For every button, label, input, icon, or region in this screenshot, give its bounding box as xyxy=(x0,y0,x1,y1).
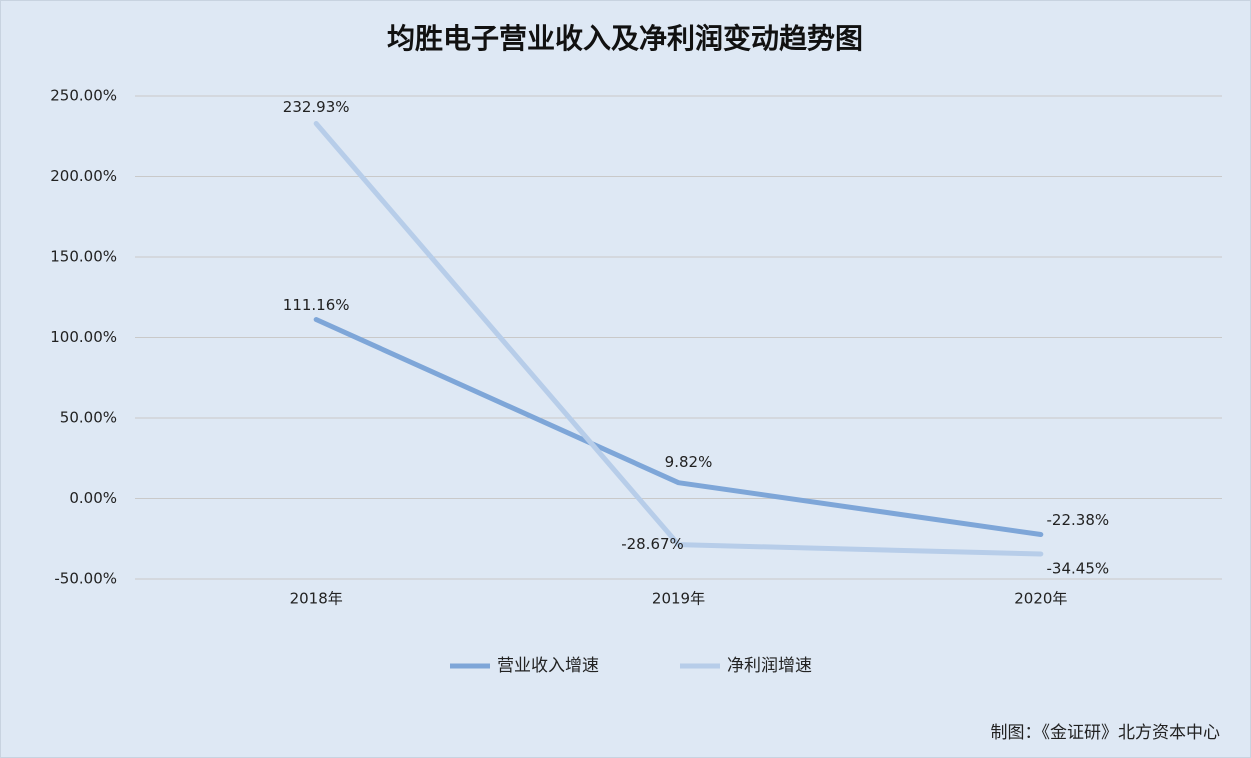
data-label: -22.38% xyxy=(1047,511,1110,529)
data-label: 9.82% xyxy=(665,453,713,471)
data-label: -28.67% xyxy=(621,535,684,553)
y-tick-label: 150.00% xyxy=(50,248,117,266)
series-line xyxy=(313,120,1044,557)
data-label: -34.45% xyxy=(1047,559,1110,577)
x-tick-label: 2019年 xyxy=(652,590,705,608)
legend-label: 营业收入增速 xyxy=(497,656,599,676)
series-line xyxy=(313,317,1044,538)
y-tick-label: 0.00% xyxy=(69,489,117,507)
data-label: 111.16% xyxy=(283,296,350,314)
y-tick-label: 250.00% xyxy=(50,87,117,105)
chart-title: 均胜电子营业收入及净利润变动趋势图 xyxy=(387,22,863,55)
legend-label: 净利润增速 xyxy=(727,656,812,676)
x-tick-label: 2020年 xyxy=(1014,590,1067,608)
y-tick-label: 100.00% xyxy=(50,328,117,346)
x-tick-label: 2018年 xyxy=(290,590,343,608)
data-label: 232.93% xyxy=(283,98,350,116)
y-tick-label: 50.00% xyxy=(60,409,117,427)
y-tick-label: -50.00% xyxy=(54,570,117,588)
y-tick-label: 200.00% xyxy=(50,167,117,185)
source-note: 制图：《金证研》北方资本中心 xyxy=(991,723,1221,743)
